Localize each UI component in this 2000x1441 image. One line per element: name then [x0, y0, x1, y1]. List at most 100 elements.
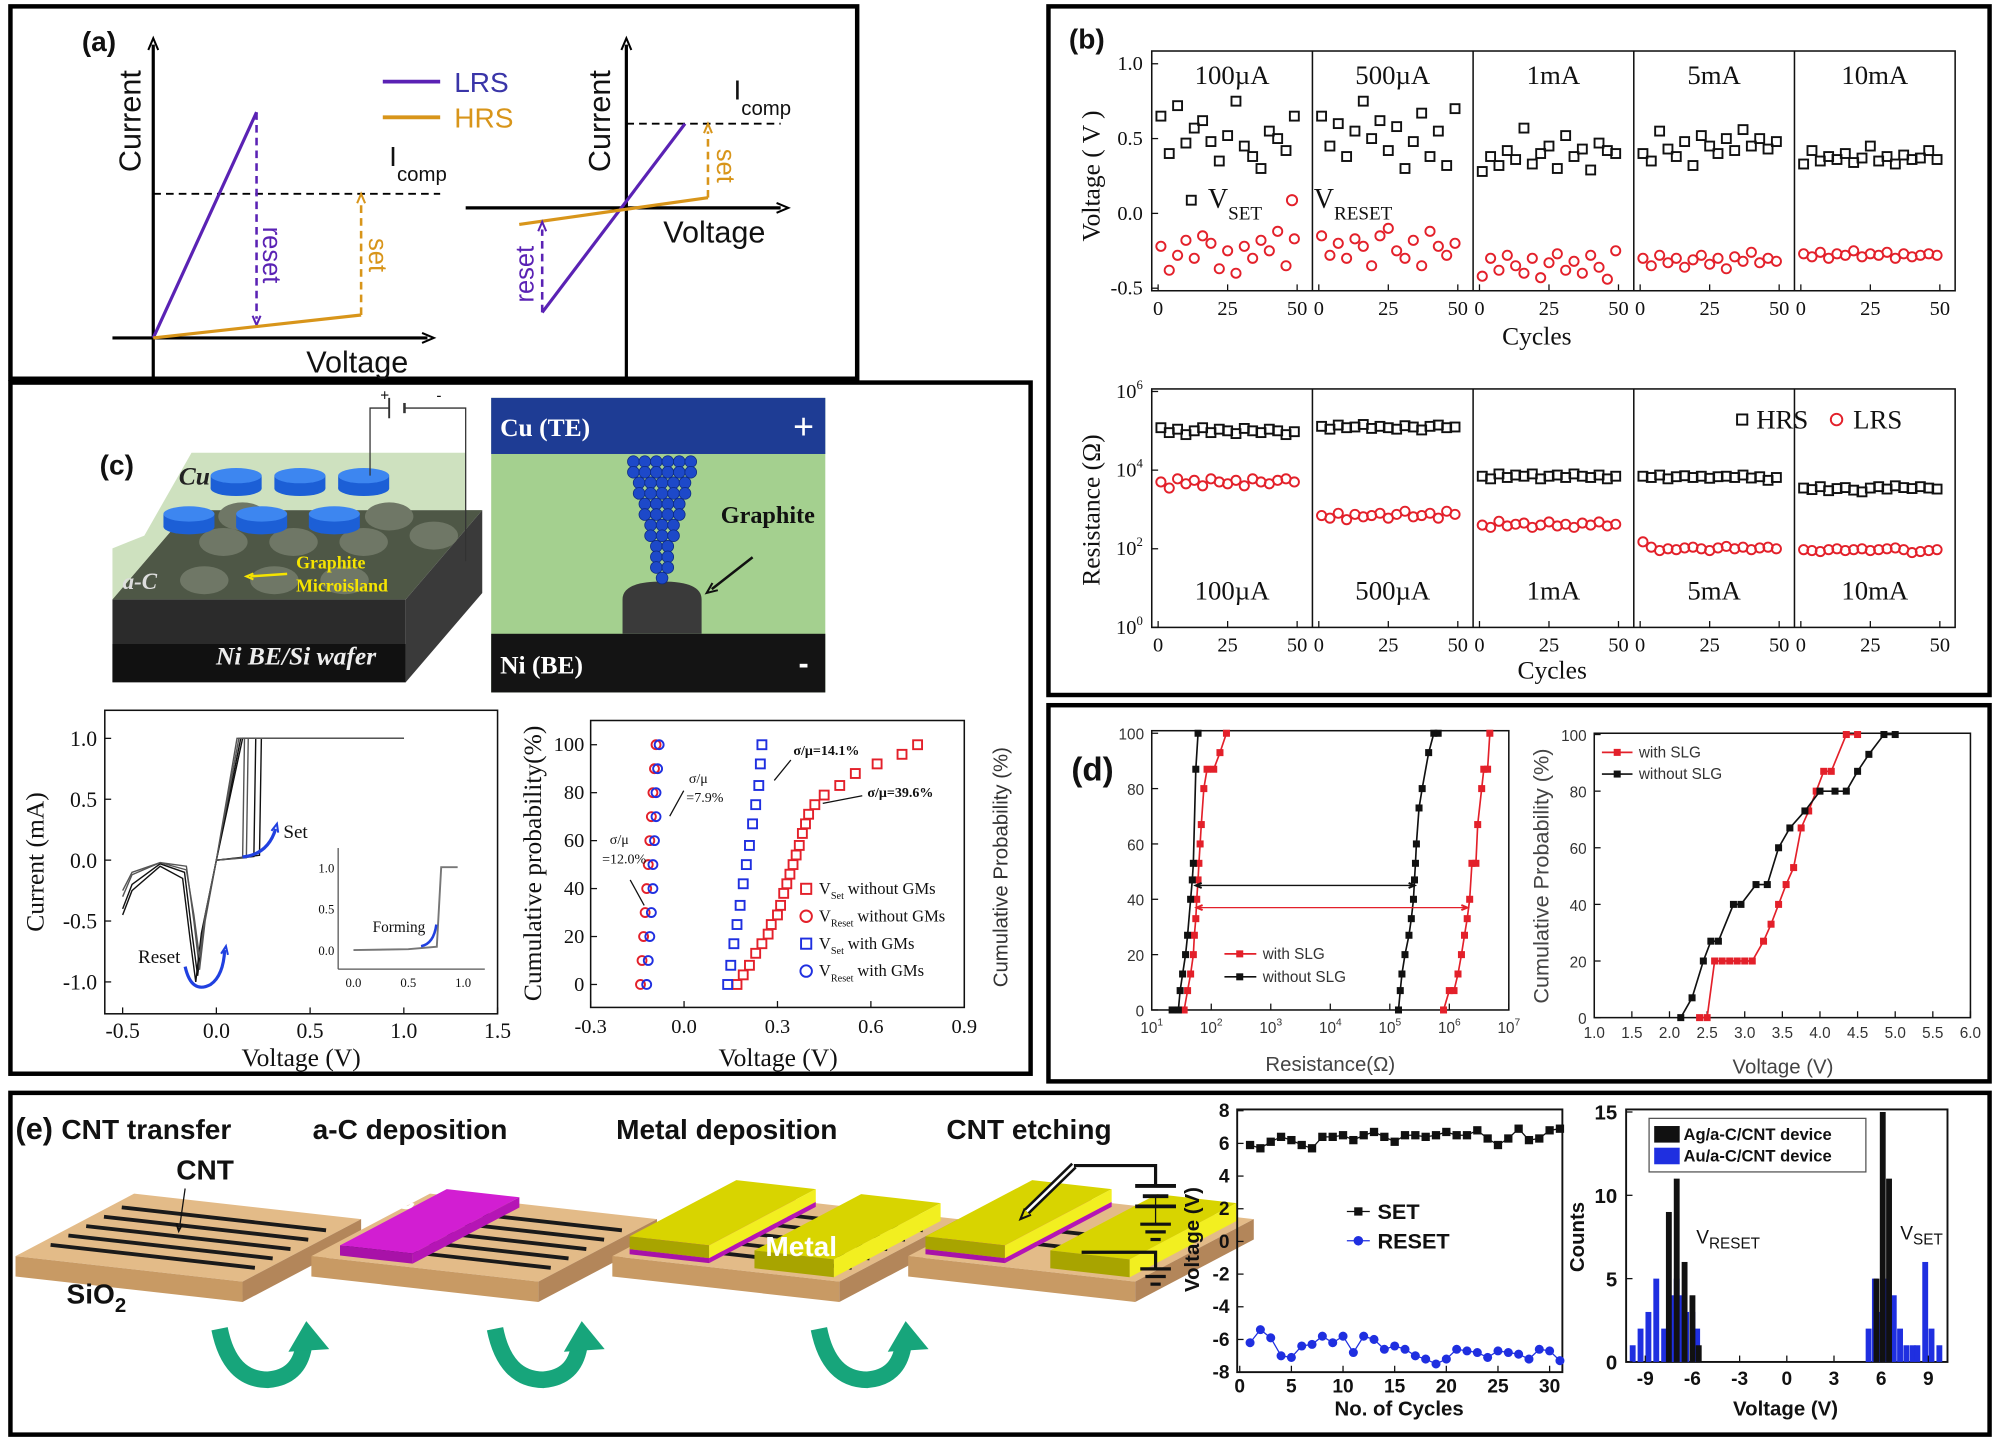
d-resistance-lrs-marker [1194, 876, 1202, 884]
process-arrowhead-icon [887, 1321, 929, 1352]
b-voltage-set-marker [1518, 122, 1530, 134]
cnt-label: CNT [176, 1155, 234, 1186]
probe-inner [1025, 1164, 1075, 1213]
graphite-pointer-arrowhead-icon [243, 572, 254, 581]
a-left-reset-label: reset [257, 227, 285, 284]
d-voltage-x-label: Voltage (V) [1733, 1057, 1834, 1079]
b-resistance-lrs-marker [1238, 480, 1250, 492]
cnt-line [103, 1214, 309, 1242]
b-voltage-x-tick-label: 0 [1153, 298, 1163, 320]
b-voltage-reset-marker [1288, 233, 1300, 245]
d-resistance-lrs-marker [1168, 1006, 1176, 1014]
legend-label: Au/a-C/CNT device [1684, 1147, 1832, 1166]
base: 10 [1378, 1020, 1395, 1037]
graphite-microisland-bump [622, 581, 702, 634]
a-right-x-label: Voltage [663, 215, 765, 249]
c-iv-y-tick-label: 0.5 [70, 788, 97, 812]
vset-annotation: VSET [1900, 1224, 1943, 1249]
cu-nanoparticle [661, 540, 675, 553]
e-cycles-set-marker [1504, 1134, 1513, 1143]
window-arrowhead-icon [1408, 882, 1418, 889]
b-voltage-subpanel-label: 5mA [1687, 60, 1741, 90]
reset-curved-arrow-icon [183, 949, 227, 989]
legend-hrs-marker [1736, 413, 1749, 426]
e-cycles-set-marker [1535, 1134, 1544, 1143]
battery-wire-left [369, 407, 390, 476]
b-resistance-x-tick-label: 50 [1930, 635, 1950, 657]
b-resistance-hrs-marker [1172, 423, 1184, 435]
d-resistance-lrs-marker [1203, 765, 1211, 773]
b-voltage-set-marker [1407, 136, 1419, 147]
b-voltage-reset-marker [1881, 246, 1893, 258]
graphite-microisland [199, 527, 248, 556]
a-right-set-label: set [711, 149, 739, 183]
b-resistance-x-tick-label: 0 [1474, 635, 1484, 657]
e-cycles-set-marker [1514, 1124, 1523, 1133]
d-resistance-lrs-marker [1176, 987, 1184, 995]
sub: RESET [1334, 203, 1393, 224]
cu-nanoparticle [673, 465, 686, 479]
b-voltage-set-marker [1366, 133, 1378, 144]
b-voltage-reset-marker [1366, 260, 1378, 272]
c-cdf-marker [803, 808, 815, 820]
d-resistance-lrs-marker [1187, 895, 1195, 903]
e-cycles-y-tick-label: -4 [1213, 1297, 1230, 1318]
b-resistance-lrs-marker [1449, 508, 1461, 520]
legend-entry-label: VReset without GMs [819, 906, 945, 929]
c-cdf-marker [896, 748, 908, 760]
e-histogram-bar [1873, 1278, 1880, 1362]
d-resistance-hrs-line [1397, 732, 1439, 1011]
d-voltage-marker [1790, 864, 1798, 872]
battery-wire-right [404, 407, 467, 562]
ac-label: a-C [123, 569, 158, 594]
c-cdf-x-tick-label: 0.6 [858, 1016, 884, 1038]
step-ac-deposition-label: a-C deposition [313, 1114, 508, 1145]
e-histogram-bar [1669, 1295, 1675, 1362]
b-voltage-set-marker [1687, 160, 1699, 171]
b-voltage-set-marker [1172, 100, 1184, 112]
c-iv-y-tick-label: 0.0 [70, 849, 97, 873]
cu-nanoparticle [638, 508, 652, 521]
d-resistance-lrs-marker [1184, 931, 1192, 939]
b-resistance-y-tick-label: 100 [1116, 614, 1143, 639]
b-voltage-y-tick-label: 1.0 [1117, 53, 1143, 75]
d-resistance-hrs-marker [1484, 765, 1492, 773]
b-resistance-lrs-marker [1770, 543, 1782, 555]
e-cycles-reset-marker [1431, 1359, 1441, 1369]
c-cdf-marker [638, 931, 650, 942]
cu-nanoparticle [673, 497, 686, 511]
e-cycles-set-marker [1318, 1132, 1327, 1142]
e-cycles-set-marker [1473, 1126, 1482, 1135]
e-histogram-bar [1629, 1345, 1636, 1362]
cu-nanoparticle [655, 487, 669, 500]
c-cdf-marker [849, 768, 861, 779]
b-voltage-set-marker [1856, 152, 1868, 164]
b-voltage-set-marker [1272, 133, 1284, 144]
e-cycles-set-marker [1400, 1131, 1410, 1140]
sio2-label: SiO2 [67, 1278, 127, 1317]
b-voltage-set-marker [1712, 148, 1724, 159]
c-cdf-y-tick-label: 100 [554, 734, 585, 756]
graphite-microisland [339, 527, 388, 556]
b-voltage-set-marker [1585, 164, 1597, 176]
b-voltage-set-marker [1695, 130, 1707, 142]
b-voltage-set-marker [1645, 155, 1657, 167]
cu-label: Cu [179, 462, 210, 491]
cu-nanoparticle [667, 487, 680, 500]
te-label: Cu (TE) [500, 413, 590, 442]
sigma-annotation-vreset-with-1: σ/μ [689, 772, 708, 787]
c-cdf-marker [647, 787, 659, 799]
b-voltage-reset-marker [1449, 237, 1461, 249]
e-cycles-set-marker [1276, 1132, 1286, 1142]
metal-pad-top [629, 1180, 816, 1246]
metal-pad-top [1050, 1194, 1237, 1260]
c-cdf-marker [647, 859, 659, 871]
e-histogram-y-tick-label: 10 [1595, 1186, 1618, 1208]
sigma-annotation-vset-without: σ/μ=39.6% [867, 786, 933, 801]
b-voltage-set-marker [1762, 143, 1774, 155]
c-cdf-marker [731, 979, 743, 990]
e-cycles-reset-marker [1255, 1325, 1265, 1335]
d-resistance-hrs-marker [1457, 951, 1465, 959]
c-cdf-x-label: Voltage (V) [719, 1043, 838, 1072]
sio2-substrate-side [538, 1219, 657, 1303]
